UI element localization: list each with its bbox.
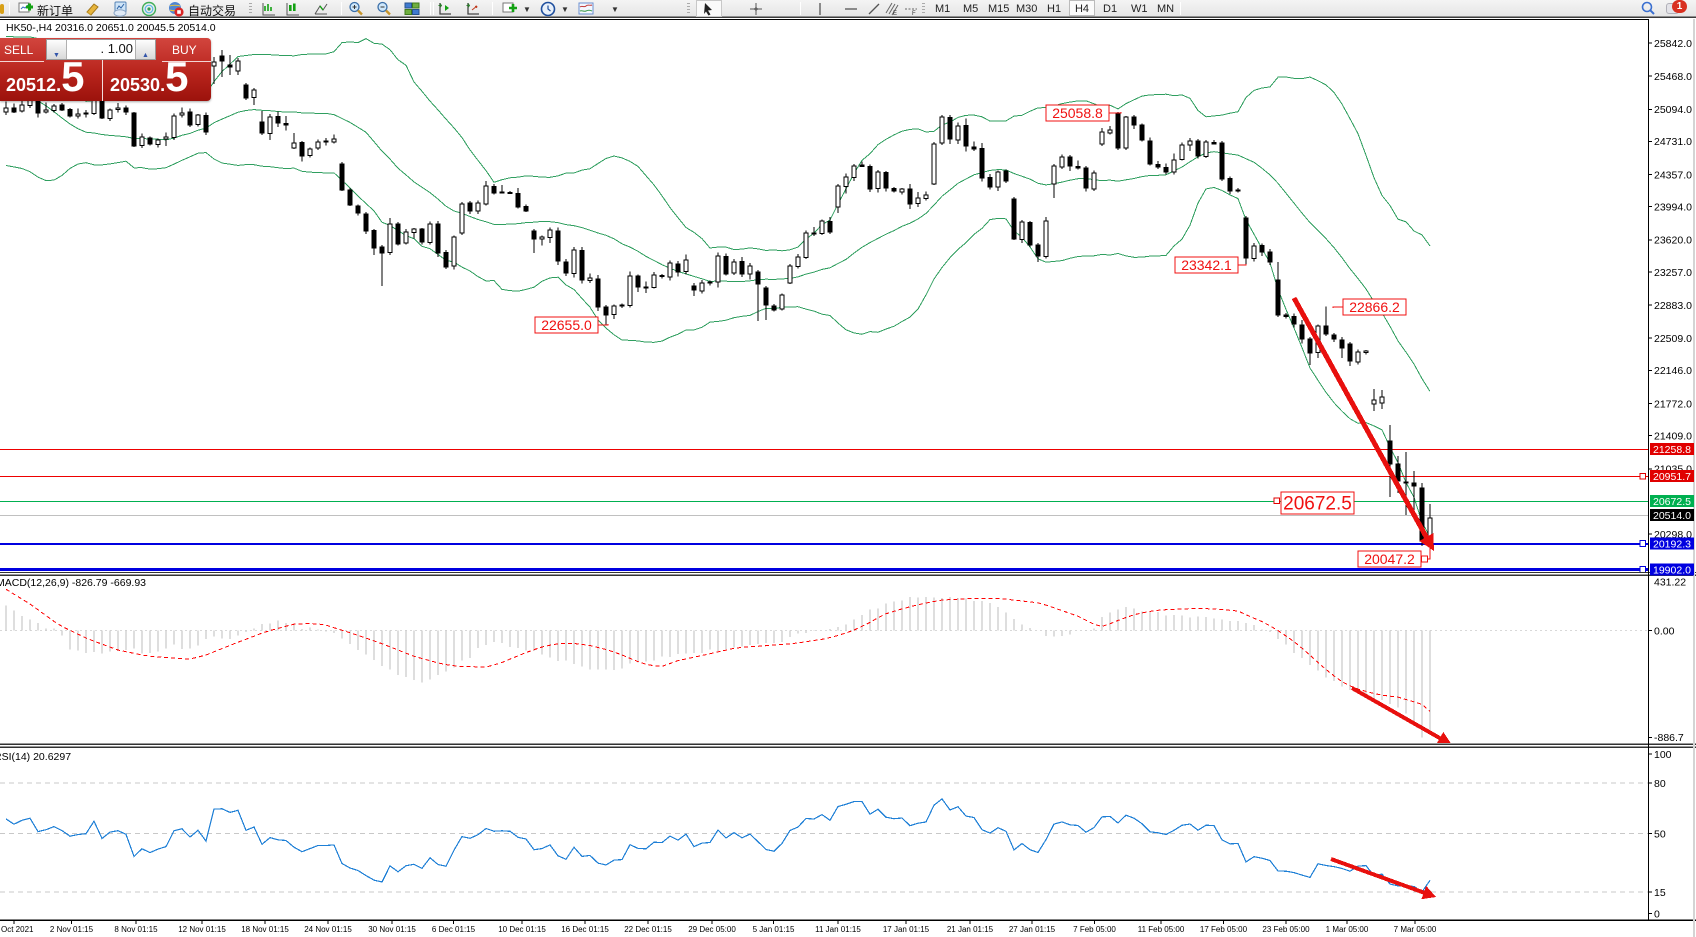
svg-text:11 Jan 01:15: 11 Jan 01:15	[815, 925, 861, 934]
svg-text:22509.0: 22509.0	[1654, 333, 1692, 345]
svg-text:Oct 2021: Oct 2021	[1, 925, 34, 934]
svg-text:7 Feb 05:00: 7 Feb 05:00	[1073, 925, 1116, 934]
svg-text:MACD(12,26,9) -826.79 -669.93: MACD(12,26,9) -826.79 -669.93	[0, 577, 146, 589]
svg-text:19902.0: 19902.0	[1653, 565, 1691, 577]
svg-text:25094.0: 25094.0	[1654, 104, 1692, 116]
svg-text:5 Jan 01:15: 5 Jan 01:15	[753, 925, 795, 934]
svg-text:30 Nov 01:15: 30 Nov 01:15	[368, 925, 416, 934]
svg-text:20192.3: 20192.3	[1653, 539, 1691, 551]
svg-text:23342.1: 23342.1	[1181, 257, 1232, 273]
svg-text:20514.0: 20514.0	[1653, 510, 1691, 522]
svg-text:1 Mar 05:00: 1 Mar 05:00	[1326, 925, 1369, 934]
svg-text:22146.0: 22146.0	[1654, 365, 1692, 377]
svg-text:20672.5: 20672.5	[1283, 494, 1352, 515]
svg-text:12 Nov 01:15: 12 Nov 01:15	[178, 925, 226, 934]
svg-text:0.00: 0.00	[1654, 625, 1675, 637]
svg-text:0: 0	[1654, 908, 1660, 920]
svg-text:27 Jan 01:15: 27 Jan 01:15	[1009, 925, 1056, 934]
svg-text:22 Dec 01:15: 22 Dec 01:15	[624, 925, 672, 934]
svg-text:24357.0: 24357.0	[1654, 169, 1692, 181]
svg-text:24731.0: 24731.0	[1654, 136, 1692, 148]
svg-text:100: 100	[1654, 749, 1672, 761]
svg-text:20951.7: 20951.7	[1653, 471, 1691, 483]
svg-text:21409.0: 21409.0	[1654, 430, 1692, 442]
svg-text:25468.0: 25468.0	[1654, 71, 1692, 83]
svg-text:29 Dec 05:00: 29 Dec 05:00	[688, 925, 736, 934]
svg-text:F: F	[912, 11, 916, 17]
svg-text:25058.8: 25058.8	[1052, 105, 1103, 121]
svg-text:-886.7: -886.7	[1654, 732, 1684, 744]
svg-text:23620.0: 23620.0	[1654, 235, 1692, 247]
svg-text:23 Feb 05:00: 23 Feb 05:00	[1262, 925, 1310, 934]
svg-text:21772.0: 21772.0	[1654, 398, 1692, 410]
svg-text:23257.0: 23257.0	[1654, 267, 1692, 279]
svg-text:16 Dec 01:15: 16 Dec 01:15	[561, 925, 609, 934]
svg-text:24 Nov 01:15: 24 Nov 01:15	[304, 925, 352, 934]
svg-text:7 Mar 05:00: 7 Mar 05:00	[1394, 925, 1437, 934]
svg-text:25842.0: 25842.0	[1654, 38, 1692, 50]
svg-text:E: E	[893, 11, 897, 17]
svg-text:6 Dec 01:15: 6 Dec 01:15	[432, 925, 476, 934]
svg-text:20672.5: 20672.5	[1653, 496, 1691, 508]
svg-text:2 Nov 01:15: 2 Nov 01:15	[50, 925, 94, 934]
svg-text:15: 15	[1654, 887, 1666, 899]
svg-text:17 Feb 05:00: 17 Feb 05:00	[1200, 925, 1248, 934]
svg-text:8 Nov 01:15: 8 Nov 01:15	[114, 925, 158, 934]
svg-text:17 Jan 01:15: 17 Jan 01:15	[883, 925, 930, 934]
svg-text:50: 50	[1654, 828, 1666, 840]
svg-text:80: 80	[1654, 778, 1666, 790]
svg-text:RSI(14) 20.6297: RSI(14) 20.6297	[0, 751, 71, 763]
svg-text:23994.0: 23994.0	[1654, 202, 1692, 214]
svg-text:18 Nov 01:15: 18 Nov 01:15	[241, 925, 289, 934]
svg-text:11 Feb 05:00: 11 Feb 05:00	[1138, 925, 1185, 934]
svg-text:20047.2: 20047.2	[1364, 551, 1415, 567]
svg-text:22655.0: 22655.0	[541, 317, 592, 333]
svg-text:22883.0: 22883.0	[1654, 300, 1692, 312]
svg-text:21 Jan 01:15: 21 Jan 01:15	[947, 925, 994, 934]
svg-text:22866.2: 22866.2	[1349, 299, 1400, 315]
svg-text:431.22: 431.22	[1654, 577, 1686, 589]
svg-text:10 Dec 01:15: 10 Dec 01:15	[498, 925, 546, 934]
svg-text:HK50-,H4 20316.0 20651.0 2004: HK50-,H4 20316.0 20651.0 20045.5 20514.0	[6, 22, 216, 34]
svg-text:21258.8: 21258.8	[1653, 444, 1691, 456]
